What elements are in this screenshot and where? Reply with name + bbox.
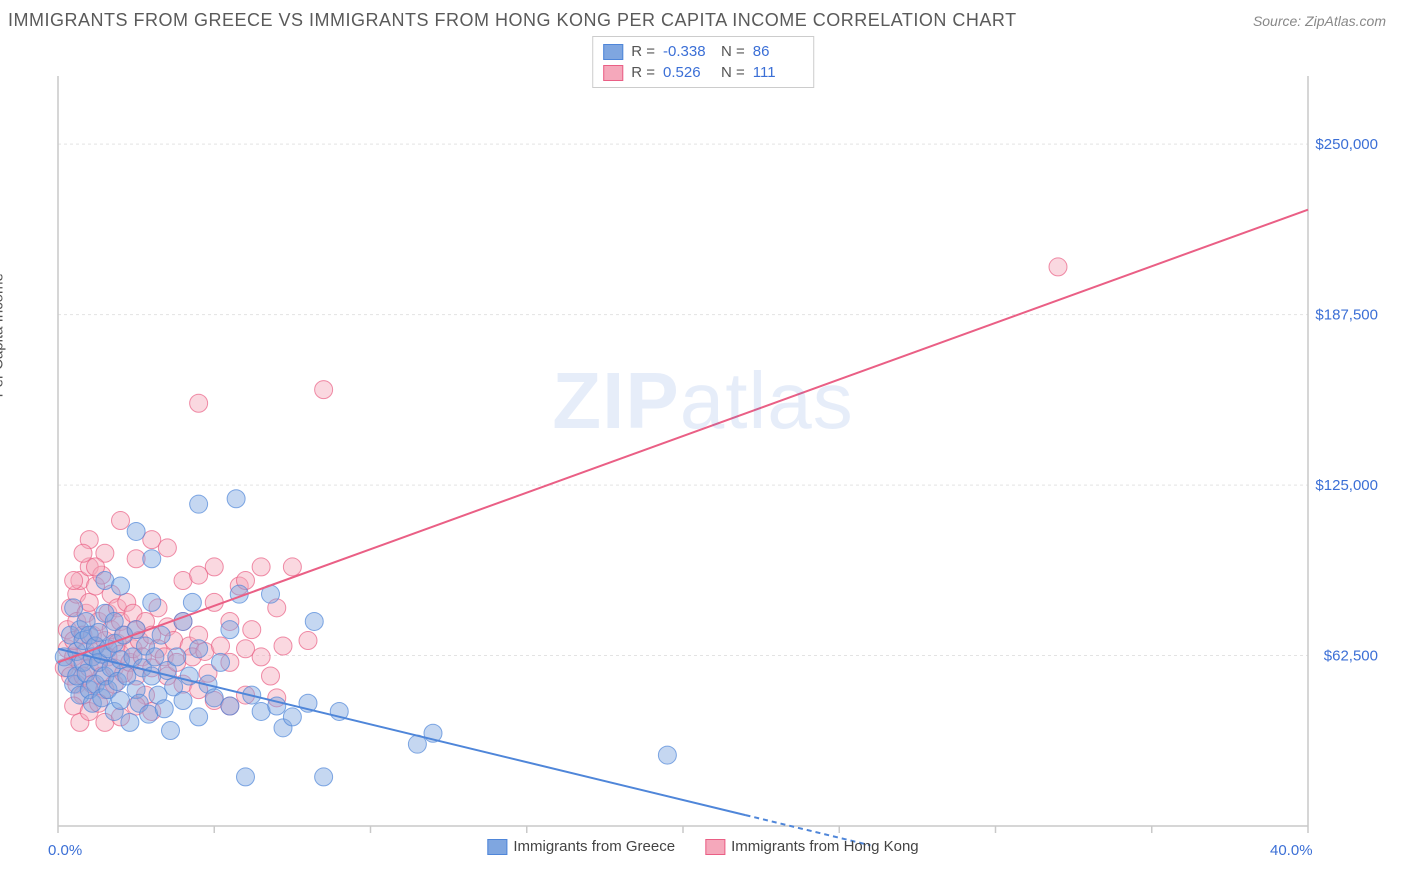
n-value-greece: 86 bbox=[753, 43, 803, 60]
series-legend: Immigrants from Greece Immigrants from H… bbox=[487, 838, 918, 855]
legend-row-hongkong: R = 0.526 N = 111 bbox=[603, 62, 803, 83]
swatch-hongkong-icon bbox=[705, 839, 725, 855]
r-label: R = bbox=[631, 43, 655, 60]
svg-text:$125,000: $125,000 bbox=[1315, 477, 1378, 494]
swatch-greece bbox=[603, 44, 623, 60]
legend-item-hongkong: Immigrants from Hong Kong bbox=[705, 838, 919, 855]
swatch-greece-icon bbox=[487, 839, 507, 855]
svg-text:$62,500: $62,500 bbox=[1324, 648, 1378, 665]
chart-header: IMMIGRANTS FROM GREECE VS IMMIGRANTS FRO… bbox=[0, 0, 1406, 36]
scatter-chart-svg: $62,500 $125,000 $187,500 $250,000 bbox=[8, 36, 1398, 866]
chart-source: Source: ZipAtlas.com bbox=[1253, 13, 1386, 29]
r-value-hongkong: 0.526 bbox=[663, 64, 713, 81]
svg-text:$250,000: $250,000 bbox=[1315, 136, 1378, 153]
chart-title: IMMIGRANTS FROM GREECE VS IMMIGRANTS FRO… bbox=[8, 10, 1017, 31]
n-label: N = bbox=[721, 43, 745, 60]
correlation-legend: R = -0.338 N = 86 R = 0.526 N = 111 bbox=[592, 36, 814, 88]
x-axis-min-label: 0.0% bbox=[48, 842, 82, 859]
legend-row-greece: R = -0.338 N = 86 bbox=[603, 41, 803, 62]
chart-area: Per Capita Income R = -0.338 N = 86 R = … bbox=[8, 36, 1398, 866]
n-label: N = bbox=[721, 64, 745, 81]
swatch-hongkong bbox=[603, 65, 623, 81]
svg-text:$187,500: $187,500 bbox=[1315, 307, 1378, 324]
r-value-greece: -0.338 bbox=[663, 43, 713, 60]
x-axis-max-label: 40.0% bbox=[1270, 842, 1313, 859]
n-value-hongkong: 111 bbox=[753, 64, 803, 81]
y-axis-label: Per Capita Income bbox=[0, 273, 7, 397]
legend-item-greece: Immigrants from Greece bbox=[487, 838, 675, 855]
r-label: R = bbox=[631, 64, 655, 81]
legend-label-greece: Immigrants from Greece bbox=[513, 838, 675, 855]
legend-label-hongkong: Immigrants from Hong Kong bbox=[731, 838, 919, 855]
